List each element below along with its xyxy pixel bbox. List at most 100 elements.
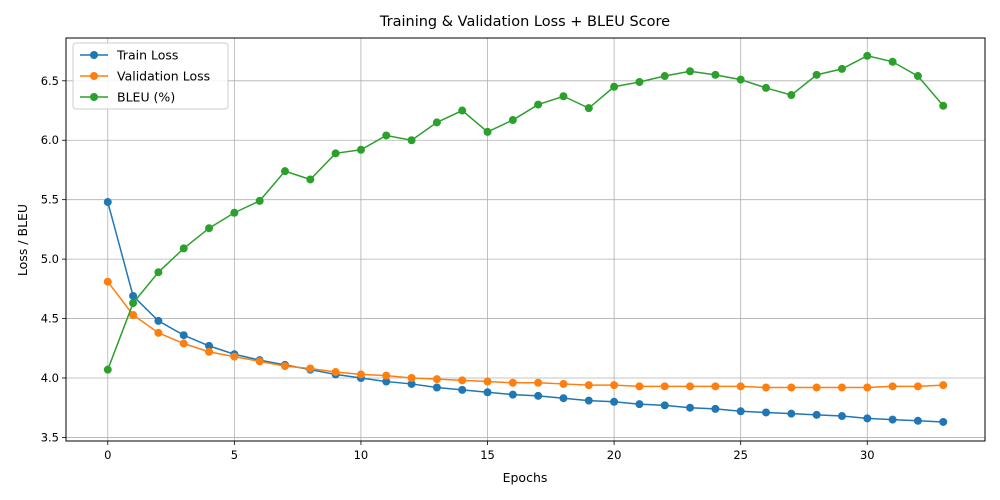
data-point (382, 377, 391, 386)
data-point (686, 403, 695, 412)
data-point (255, 196, 264, 205)
data-point (787, 409, 796, 418)
legend-swatch-marker (90, 93, 98, 101)
data-point (432, 383, 441, 392)
data-point (812, 410, 821, 419)
legend-label: BLEU (%) (117, 90, 175, 105)
data-point (103, 277, 112, 286)
plot-frame (65, 37, 986, 442)
y-tick-label: 4.5 (41, 312, 59, 326)
data-point (230, 208, 239, 217)
legend-label: Validation Loss (117, 69, 210, 84)
y-tick-label: 3.5 (41, 430, 59, 444)
data-point (306, 364, 315, 373)
data-point (660, 382, 669, 391)
data-point (584, 396, 593, 405)
data-point (913, 72, 922, 81)
data-point (432, 375, 441, 384)
data-point (205, 224, 214, 233)
data-point (103, 365, 112, 374)
series-layer (103, 51, 948, 426)
axis-ticks: 0 5 10 15 20 25 30 3.5 4.0 4.5 5.0 5.5 6.0 6.5 (41, 74, 875, 462)
legend-item: Validation Loss (80, 69, 210, 84)
data-point (534, 378, 543, 387)
data-point (205, 341, 214, 350)
data-point (762, 383, 771, 392)
data-point (610, 397, 619, 406)
data-point (660, 401, 669, 410)
data-point (863, 383, 872, 392)
data-point (736, 407, 745, 416)
data-point (154, 316, 163, 325)
data-point (559, 379, 568, 388)
data-point (863, 414, 872, 423)
series-validation-loss (103, 277, 948, 392)
data-point (458, 385, 467, 394)
y-tick-label: 5.0 (41, 252, 59, 266)
data-point (635, 400, 644, 409)
data-point (407, 373, 416, 382)
x-axis-label: Epochs (503, 470, 548, 485)
data-point (837, 383, 846, 392)
x-tick-label: 20 (607, 448, 622, 462)
series-bleu (103, 51, 948, 374)
data-point (356, 370, 365, 379)
data-point (686, 67, 695, 76)
data-point (610, 381, 619, 390)
data-point (280, 167, 289, 176)
data-point (154, 328, 163, 337)
data-point (762, 83, 771, 92)
data-point (407, 136, 416, 145)
data-point (939, 381, 948, 390)
x-tick-label: 5 (231, 448, 238, 462)
legend-label: Train Loss (116, 48, 178, 63)
data-point (382, 131, 391, 140)
data-point (913, 416, 922, 425)
data-point (610, 82, 619, 91)
x-tick-label: 0 (104, 448, 111, 462)
data-point (837, 412, 846, 421)
series-line (107, 55, 944, 370)
data-point (939, 417, 948, 426)
x-tick-label: 15 (480, 448, 495, 462)
y-tick-label: 6.0 (41, 133, 59, 147)
data-point (736, 75, 745, 84)
data-point (483, 388, 492, 397)
data-point (888, 415, 897, 424)
data-point (331, 368, 340, 377)
data-point (483, 127, 492, 136)
data-point (837, 64, 846, 73)
data-point (888, 382, 897, 391)
y-axis-label: Loss / BLEU (15, 204, 30, 276)
data-point (635, 77, 644, 86)
data-point (508, 116, 517, 125)
data-point (508, 390, 517, 399)
data-point (584, 104, 593, 113)
x-tick-label: 25 (733, 448, 748, 462)
data-point (559, 92, 568, 101)
x-tick-label: 30 (860, 448, 875, 462)
data-point (559, 394, 568, 403)
data-point (306, 175, 315, 184)
data-point (584, 381, 593, 390)
data-point (407, 379, 416, 388)
data-point (382, 371, 391, 380)
legend-swatch-marker (90, 72, 98, 80)
data-point (635, 382, 644, 391)
data-point (686, 382, 695, 391)
data-point (534, 100, 543, 109)
data-point (230, 352, 239, 361)
data-point (787, 383, 796, 392)
data-point (331, 149, 340, 158)
data-point (812, 383, 821, 392)
data-point (129, 299, 138, 308)
data-point (129, 291, 138, 300)
data-point (458, 376, 467, 385)
legend-box (72, 42, 229, 110)
data-point (154, 268, 163, 277)
legend-item: BLEU (%) (80, 90, 175, 105)
data-point (787, 91, 796, 100)
data-point (179, 331, 188, 340)
data-point (711, 404, 720, 413)
